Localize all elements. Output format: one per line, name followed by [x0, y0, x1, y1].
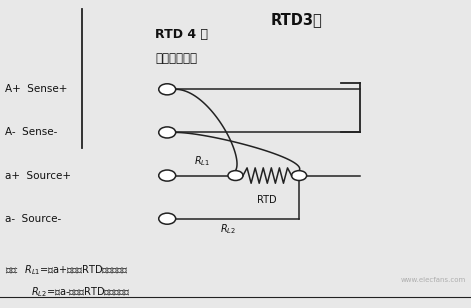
Text: 注意:  $R_{L1}$=从a+端子到RTD的导线电阻: 注意: $R_{L1}$=从a+端子到RTD的导线电阻: [5, 263, 128, 277]
Text: $R_{L2}$=从a-端子到RTD的导线电阻: $R_{L2}$=从a-端子到RTD的导线电阻: [31, 285, 130, 299]
Text: RTD: RTD: [258, 195, 277, 205]
Circle shape: [292, 171, 307, 180]
Text: A+  Sense+: A+ Sense+: [5, 84, 67, 94]
Circle shape: [159, 170, 176, 181]
Text: （精度最高）: （精度最高）: [155, 52, 197, 65]
Text: a+  Source+: a+ Source+: [5, 171, 71, 180]
Circle shape: [159, 213, 176, 224]
Text: www.elecfans.com: www.elecfans.com: [401, 277, 466, 283]
Text: a-  Source-: a- Source-: [5, 214, 61, 224]
Circle shape: [228, 171, 243, 180]
Circle shape: [159, 84, 176, 95]
Text: $R_{L2}$: $R_{L2}$: [220, 222, 236, 236]
Text: A-  Sense-: A- Sense-: [5, 128, 57, 137]
Text: RTD3线: RTD3线: [271, 12, 323, 27]
Text: RTD 4 线: RTD 4 线: [155, 28, 209, 41]
Circle shape: [159, 127, 176, 138]
Text: $R_{L1}$: $R_{L1}$: [194, 154, 210, 168]
